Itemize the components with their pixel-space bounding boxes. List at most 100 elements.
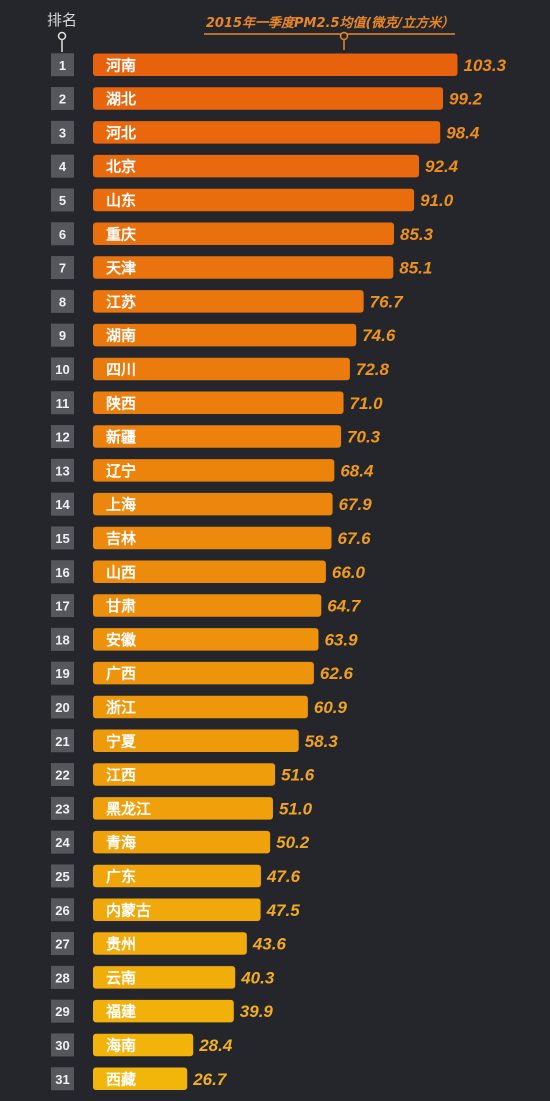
bar	[93, 323, 357, 347]
bar-category-label: 吉林	[106, 529, 137, 547]
bar-category-label: 云南	[106, 969, 136, 987]
rank-badge	[51, 323, 74, 347]
bar	[93, 1067, 188, 1090]
bar-category-label: 内蒙古	[106, 901, 151, 919]
rank-number: 25	[55, 869, 69, 884]
rank-number: 6	[59, 227, 66, 242]
bar-category-label: 上海	[106, 496, 136, 514]
rank-number: 30	[55, 1038, 69, 1053]
bar-category-label: 重庆	[106, 225, 136, 243]
bar-value-label: 85.3	[400, 225, 434, 244]
bar-value-label: 85.1	[399, 259, 432, 278]
bar-value-label: 64.7	[327, 597, 362, 616]
rank-number: 2	[59, 92, 66, 107]
bar-value-label: 66.0	[332, 563, 366, 582]
rank-badge	[51, 898, 74, 922]
bar-value-label: 71.0	[350, 394, 384, 413]
bar-category-label: 辽宁	[106, 462, 136, 480]
bar	[93, 966, 236, 989]
bar-category-label: 海南	[106, 1036, 136, 1054]
bar	[93, 864, 261, 888]
bar-value-label: 39.9	[240, 1002, 274, 1021]
rank-number: 7	[59, 261, 66, 276]
bar-category-label: 宁夏	[106, 732, 137, 750]
bar	[93, 999, 234, 1023]
bar	[93, 797, 273, 820]
rank-badge	[51, 53, 74, 77]
rank-badge	[51, 222, 74, 246]
bar	[93, 53, 458, 76]
rank-badge	[51, 154, 74, 178]
rank-badge	[51, 391, 74, 415]
bar	[93, 932, 247, 955]
chart-title: 2015年一季度PM2.5均值(微克/立方米）	[206, 15, 454, 31]
bar-value-label: 72.8	[356, 360, 390, 379]
bar-category-label: 北京	[106, 158, 136, 176]
rank-number: 27	[55, 937, 69, 952]
bar-value-label: 50.2	[276, 833, 310, 852]
bar-value-label: 43.6	[252, 935, 287, 954]
bar-category-label: 福建	[105, 1003, 137, 1021]
rank-badge	[51, 965, 74, 989]
bar	[93, 763, 276, 786]
rank-connector-dot	[57, 31, 67, 41]
bar-category-label: 安徽	[106, 631, 137, 649]
rank-badge	[51, 357, 74, 381]
rank-number: 15	[55, 531, 69, 546]
bar-rows: 1 河南 103.3 2 湖北 99.2 3 河北 98.4 4 北京 92.4 5 山东 91.0 6 重庆 8…	[51, 53, 507, 1091]
bar-value-label: 68.4	[340, 461, 374, 480]
bar-value-label: 67.9	[339, 495, 373, 514]
rank-badge	[51, 932, 74, 956]
rank-number: 16	[55, 565, 69, 580]
bar-value-label: 91.0	[420, 191, 454, 210]
bar	[93, 425, 342, 448]
rank-badge	[51, 830, 74, 854]
rank-number: 10	[55, 362, 69, 377]
bar-value-label: 62.6	[320, 664, 354, 683]
rank-number: 3	[59, 125, 66, 140]
bar-value-label: 98.4	[446, 123, 480, 142]
bar	[93, 154, 420, 178]
rank-number: 13	[55, 463, 69, 478]
rank-number: 9	[59, 328, 66, 343]
bar-category-label: 湖北	[106, 90, 136, 108]
rank-number: 19	[55, 666, 69, 681]
bar-category-label: 新疆	[106, 428, 136, 446]
bar	[93, 391, 344, 414]
bar-category-label: 湖南	[106, 327, 136, 345]
bar	[93, 695, 308, 719]
bar-category-label: 河南	[106, 56, 136, 74]
bar-value-label: 26.7	[192, 1070, 228, 1089]
rank-number: 31	[55, 1072, 69, 1087]
rank-badge	[51, 661, 74, 685]
bar-value-label: 99.2	[449, 90, 483, 109]
rank-number: 28	[55, 970, 69, 985]
rank-badge	[51, 695, 74, 719]
bar	[93, 222, 394, 245]
rank-badge	[51, 796, 74, 820]
bar-category-label: 江西	[106, 766, 136, 784]
bar	[93, 459, 335, 482]
title-connector-dot	[339, 31, 349, 41]
bar-category-label: 山西	[106, 563, 136, 581]
bar	[93, 357, 350, 381]
rank-badge	[51, 729, 74, 753]
bar-value-label: 103.3	[464, 56, 507, 75]
bar-category-label: 黑龙江	[106, 800, 151, 818]
rank-number: 4	[59, 159, 67, 174]
bar-category-label: 西藏	[106, 1070, 136, 1088]
rank-number: 22	[55, 768, 69, 783]
rank-badge	[51, 492, 74, 516]
bar-value-label: 47.5	[266, 901, 301, 920]
bar-value-label: 74.6	[362, 326, 396, 345]
bar-category-label: 浙江	[106, 698, 136, 716]
rank-number: 26	[55, 903, 69, 918]
rank-badge	[51, 594, 74, 618]
rank-badge	[51, 289, 74, 313]
bar-value-label: 92.4	[425, 157, 459, 176]
bar	[93, 729, 299, 752]
rank-number: 11	[56, 396, 70, 411]
rank-number: 20	[55, 700, 69, 715]
bar-value-label: 51.0	[279, 799, 313, 818]
rank-number: 8	[59, 294, 66, 309]
